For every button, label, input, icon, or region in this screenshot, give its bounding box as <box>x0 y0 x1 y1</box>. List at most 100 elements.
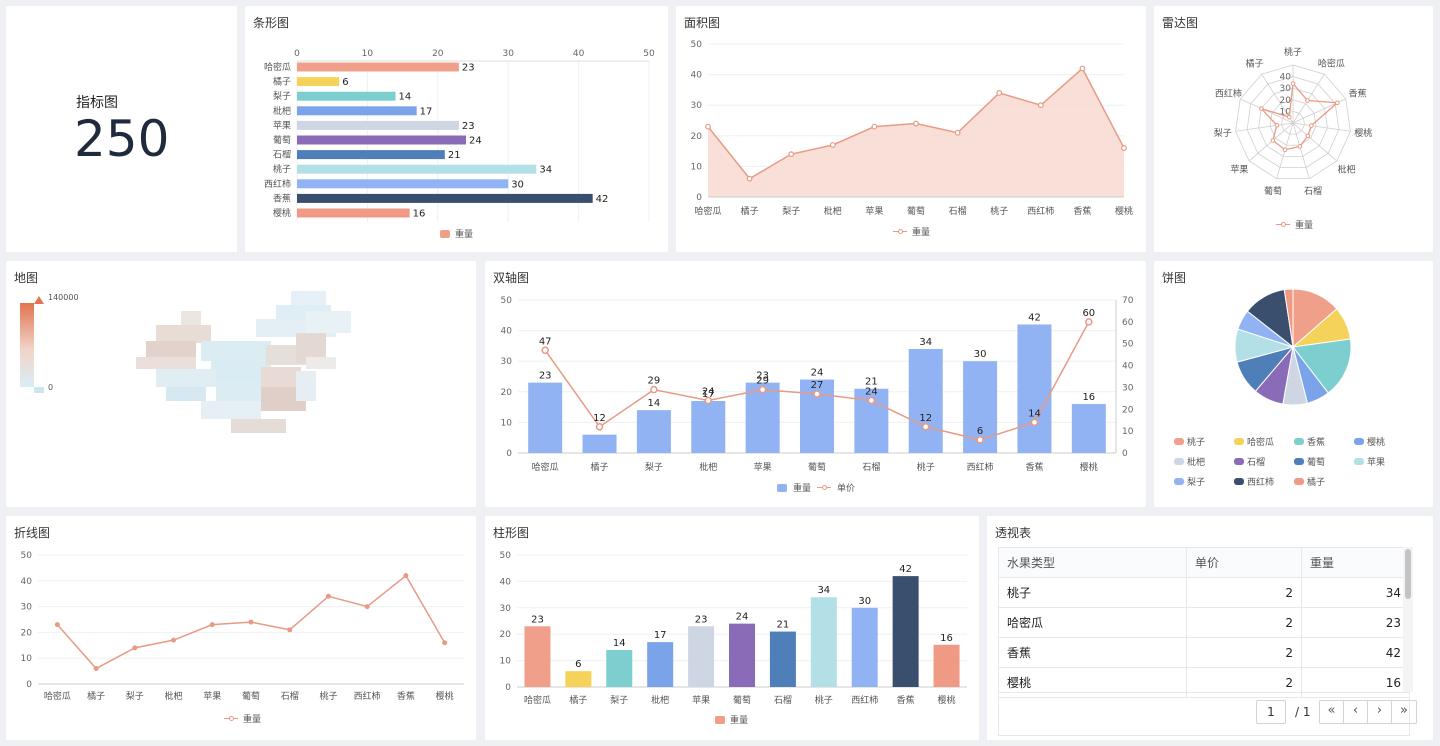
map-region <box>306 357 336 369</box>
pie-legend-item[interactable]: 葡萄 <box>1294 455 1354 468</box>
table-row[interactable]: 香蕉 2 42 <box>999 638 1410 668</box>
column-x-label: 樱桃 <box>938 694 956 706</box>
pivot-header-weight[interactable]: 重量 <box>1302 548 1410 578</box>
radar-axis-label: 苹果 <box>1230 163 1248 175</box>
area-point <box>747 176 752 181</box>
pie-legend-item[interactable]: 桃子 <box>1174 435 1234 448</box>
column-y-tick: 50 <box>500 551 512 561</box>
column-value-label: 30 <box>858 596 871 607</box>
radar-axis-label: 石榴 <box>1304 185 1322 197</box>
radar-point <box>1298 145 1302 149</box>
dual-bar <box>909 349 943 453</box>
hbar-chart: 0 10 20 30 40 50哈密瓜 23橘子 6梨子 14枇杷 17苹果 23葡萄 24石榴 21桃… <box>245 6 668 252</box>
line-point <box>94 666 99 671</box>
line-point <box>403 573 408 578</box>
dual-bar <box>1017 324 1051 453</box>
column-bar <box>524 626 550 687</box>
pie-legend-item[interactable]: 橘子 <box>1294 475 1354 488</box>
column-x-label: 葡萄 <box>733 694 751 706</box>
dual-x-label: 哈密瓜 <box>532 461 559 473</box>
pie-legend-label: 梨子 <box>1187 475 1205 488</box>
china-map[interactable] <box>6 261 476 507</box>
pie-legend-swatch <box>1234 478 1244 485</box>
hbar-bar <box>297 77 339 86</box>
line-point <box>287 627 292 632</box>
hbar-category-label: 香蕉 <box>273 192 291 204</box>
hbar-bar <box>297 92 396 101</box>
column-value-label: 42 <box>899 564 912 575</box>
area-legend: 重量 <box>893 225 930 238</box>
pie-legend-item[interactable]: 香蕉 <box>1294 435 1354 448</box>
map-card: 地图 140000 0 <box>6 261 476 507</box>
dual-x-label: 桃子 <box>917 461 935 473</box>
dual-price-label: 29 <box>648 376 661 387</box>
page-input[interactable]: 1 <box>1256 700 1286 724</box>
line-x-label: 桃子 <box>319 690 337 702</box>
hbar-bar <box>297 106 417 115</box>
table-row[interactable]: 哈密瓜 2 23 <box>999 608 1410 638</box>
pie-legend-item[interactable]: 石榴 <box>1234 455 1294 468</box>
pie-legend-item[interactable]: 苹果 <box>1354 455 1414 468</box>
radar-axis-label: 葡萄 <box>1264 185 1282 197</box>
table-row[interactable]: 桃子 2 34 <box>999 578 1410 608</box>
pie-legend-swatch <box>1294 478 1304 485</box>
column-value-label: 21 <box>777 620 790 631</box>
pie-legend-item[interactable]: 哈密瓜 <box>1234 435 1294 448</box>
pivot-scrollbar[interactable] <box>1403 547 1413 692</box>
pie-legend-swatch <box>1354 458 1364 465</box>
dual-bar-label: 16 <box>1082 392 1095 403</box>
area-point <box>1039 103 1044 108</box>
pivot-scrollbar-thumb[interactable] <box>1405 549 1411 599</box>
pie-legend-item[interactable]: 西红柿 <box>1234 475 1294 488</box>
pie-chart <box>1154 261 1433 431</box>
dual-price-label: 12 <box>593 413 606 424</box>
pie-legend-label: 葡萄 <box>1307 455 1325 468</box>
pie-legend-item[interactable]: 梨子 <box>1174 475 1234 488</box>
last-page-button[interactable]: » <box>1392 701 1416 723</box>
hbar-category-label: 石榴 <box>273 149 291 161</box>
area-y-tick: 30 <box>691 101 703 111</box>
line-point <box>365 604 370 609</box>
next-page-button[interactable]: › <box>1368 701 1392 723</box>
column-bar <box>647 642 673 687</box>
radar-axis-label: 梨子 <box>1214 127 1232 139</box>
area-y-tick: 50 <box>691 40 703 50</box>
pivot-cell: 桃子 <box>999 578 1187 608</box>
map-region <box>216 381 266 401</box>
line-point <box>249 620 254 625</box>
area-x-label: 樱桃 <box>1115 205 1133 217</box>
pie-legend-label: 香蕉 <box>1307 435 1325 448</box>
radar-point <box>1287 115 1291 119</box>
area-point <box>706 124 711 129</box>
pie-legend-item[interactable]: 樱桃 <box>1354 435 1414 448</box>
hbar-bar <box>297 63 459 72</box>
line-x-label: 西红柿 <box>354 690 381 702</box>
hbar-value-label: 23 <box>462 63 475 74</box>
dual-bar <box>583 435 617 453</box>
pie-legend-swatch <box>1294 438 1304 445</box>
dual-price-point <box>814 391 820 397</box>
line-point <box>326 594 331 599</box>
area-x-label: 苹果 <box>865 205 883 217</box>
map-region <box>166 387 206 401</box>
column-value-label: 24 <box>736 612 749 623</box>
pie-legend-swatch <box>1174 458 1184 465</box>
radar-tick-label: 20 <box>1280 96 1292 106</box>
pie-legend-item[interactable]: 枇杷 <box>1174 455 1234 468</box>
pivot-header-price[interactable]: 单价 <box>1187 548 1302 578</box>
line-point <box>55 622 60 627</box>
line-x-label: 樱桃 <box>436 690 454 702</box>
dual-x-label: 樱桃 <box>1080 461 1098 473</box>
radar-axis-label: 樱桃 <box>1354 127 1372 139</box>
column-bar <box>688 626 714 687</box>
dual-legend: 重量 单价 <box>777 481 855 494</box>
pivot-header-type[interactable]: 水果类型 <box>999 548 1187 578</box>
first-page-button[interactable]: « <box>1320 701 1344 723</box>
area-x-label: 香蕉 <box>1073 205 1091 217</box>
line-point <box>210 622 215 627</box>
radar-axis-label: 香蕉 <box>1349 88 1367 100</box>
dual-card: 双轴图 0102030405001020304050607023哈密瓜6橘子14… <box>485 261 1146 507</box>
prev-page-button[interactable]: ‹ <box>1344 701 1368 723</box>
map-region <box>136 357 196 369</box>
line-card: 折线图 0 10 20 30 40 50 哈密瓜 橘子 梨子 枇杷 苹果 葡萄 石榴 桃子 西红柿 香蕉 樱桃 … <box>6 516 476 740</box>
